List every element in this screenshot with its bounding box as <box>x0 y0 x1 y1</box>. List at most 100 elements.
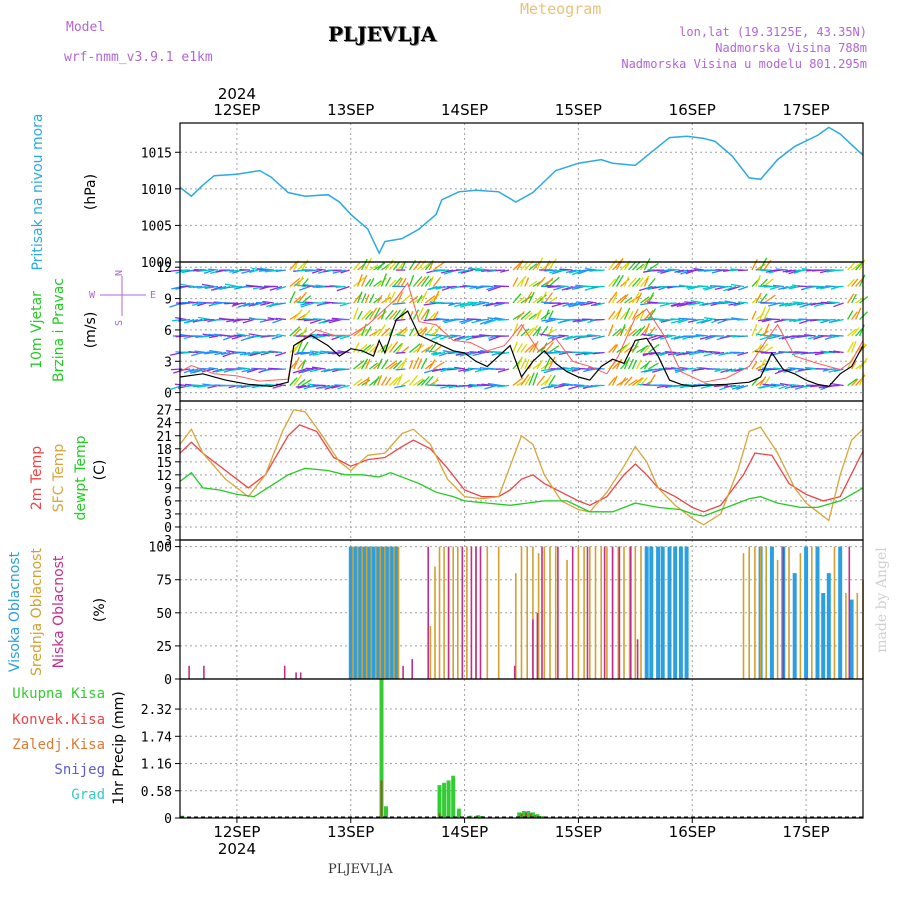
wind-arrow <box>759 384 773 389</box>
wind-arrow <box>541 384 553 390</box>
wind-arrow <box>297 262 306 271</box>
wind-arrow <box>356 291 363 304</box>
wind-arrow <box>202 333 215 337</box>
wind-arrow <box>243 351 255 356</box>
wind-arrow <box>608 377 616 386</box>
wind-arrow <box>550 384 561 387</box>
wind-arrow <box>457 269 470 274</box>
high-cloud-bar <box>376 546 381 679</box>
wind-arrow <box>585 267 597 271</box>
wind-arrow <box>301 295 312 304</box>
wind-arrow <box>595 269 605 272</box>
y-tick-label: 0 <box>164 673 172 688</box>
panel-frame <box>179 400 864 541</box>
high-cloud-bar <box>849 599 854 679</box>
top-date-label: 12SEP <box>213 101 260 119</box>
wind-arrow <box>412 357 420 370</box>
y-tick-label: 12 <box>156 469 172 484</box>
wind-arrow <box>524 344 534 353</box>
wind-arrow <box>436 334 446 337</box>
high-cloud-bar <box>362 546 367 679</box>
wind-arrow <box>651 335 665 341</box>
wind-arrow <box>532 260 541 271</box>
wind-arrow <box>209 349 223 354</box>
wind-arrow <box>270 350 282 354</box>
wind-arrow <box>361 358 369 370</box>
wind-arrow <box>432 361 445 370</box>
wind-arrow <box>368 307 378 320</box>
wind-arrow <box>627 310 634 320</box>
y-tick-label: 0 <box>164 812 172 827</box>
top-date-label: 16SEP <box>669 101 716 119</box>
wind-arrow <box>416 294 423 304</box>
wind-arrow <box>759 376 767 386</box>
bottom-date-label: 12SEP <box>213 823 260 841</box>
wind-arrow <box>369 264 379 271</box>
wind-arrow <box>658 368 673 371</box>
total-precip-bar <box>446 780 451 818</box>
y-tick-label: 1000 <box>141 256 172 271</box>
wind-arrow <box>557 302 569 305</box>
wind-arrow <box>524 277 530 287</box>
wind-arrow <box>640 345 648 353</box>
wind-arrow <box>520 358 527 370</box>
wind-arrow <box>420 346 431 354</box>
wind-arrow <box>631 292 640 304</box>
wind-arrow <box>320 384 334 389</box>
wind-arrow <box>512 277 519 287</box>
wind-arrow <box>833 302 844 308</box>
mid-cloud-bar <box>623 546 625 679</box>
wind-arrow <box>548 276 560 287</box>
low-cloud-bar <box>402 665 404 679</box>
low-cloud-bar <box>295 672 297 679</box>
wind-arrow <box>628 328 637 337</box>
wind-arrow <box>395 351 406 354</box>
wind-arrow <box>763 346 774 354</box>
wind-arrow <box>616 359 622 370</box>
wind-arrow <box>714 351 725 355</box>
wind-arrow <box>224 302 239 305</box>
wind-arrow <box>512 293 522 304</box>
wind-arrow <box>676 351 689 357</box>
wind-arrow <box>790 367 804 370</box>
wind-arrow <box>829 384 840 387</box>
wind-arrow <box>295 384 306 388</box>
wind-arrow <box>703 351 717 357</box>
wind-arrow <box>643 258 651 271</box>
wind-arrow <box>468 267 482 271</box>
wind-arrow <box>528 325 539 337</box>
wind-arrow <box>608 344 618 353</box>
wind-arrow <box>494 302 506 307</box>
wind-arrow <box>608 291 618 304</box>
mid-cloud-bar <box>566 559 568 679</box>
wind-arrow <box>784 384 796 390</box>
wind-arrow <box>408 274 415 287</box>
wind-arrow <box>201 368 215 373</box>
mid-cloud-bar <box>466 546 468 679</box>
wind-arrow <box>458 368 470 372</box>
wind-arrow <box>612 344 619 353</box>
wind-arrow <box>562 366 573 370</box>
wind-arrow <box>269 285 283 291</box>
wind-arrow <box>635 310 644 320</box>
wind-arrow <box>738 367 749 370</box>
wind-arrow <box>380 359 389 370</box>
wind-arrow <box>859 274 866 287</box>
wind-arrow <box>717 302 729 305</box>
y-tick-label: 0 <box>164 387 172 402</box>
wind-arrow <box>685 350 697 354</box>
wind-arrow <box>544 292 554 304</box>
wind-arrow <box>556 284 569 288</box>
wind-arrow <box>311 366 326 370</box>
wind-arrow <box>460 269 474 274</box>
precip-legend-item: Konvek.Kisa <box>12 712 105 728</box>
wind-arrow <box>400 261 407 271</box>
mid-cloud-bar <box>457 546 459 679</box>
wind-arrow <box>670 318 685 324</box>
wind-arrow <box>647 277 656 287</box>
wind-arrow <box>396 361 405 370</box>
wind-arrow <box>220 351 231 356</box>
wind-arrow <box>232 302 247 306</box>
wind-arrow <box>175 335 187 338</box>
wind-arrow <box>544 357 551 370</box>
